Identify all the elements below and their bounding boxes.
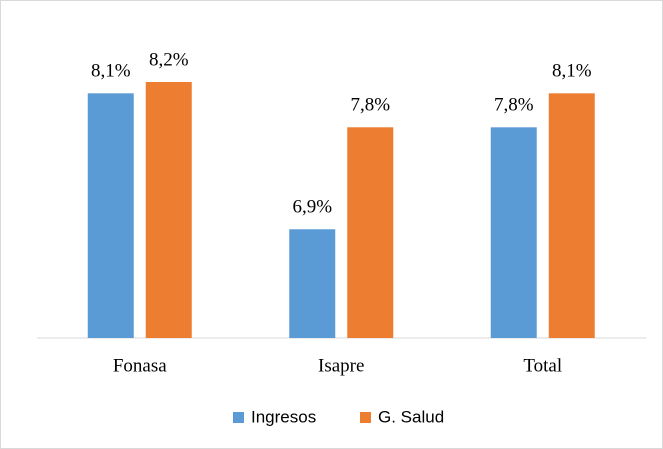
bar: [145, 81, 192, 338]
data-label: 8,1%: [552, 61, 592, 82]
x-tick-label: Fonasa: [113, 355, 167, 376]
bar: [490, 127, 537, 338]
legend-swatch: [233, 412, 244, 423]
bar: [289, 229, 336, 338]
data-label: 8,2%: [149, 49, 189, 70]
legend-swatch: [360, 412, 371, 423]
data-label: 7,8%: [350, 95, 390, 116]
data-label: 7,8%: [494, 95, 534, 116]
legend-label: G. Salud: [378, 407, 444, 426]
data-label: 8,1%: [91, 61, 131, 82]
x-tick-label: Isapre: [318, 355, 364, 376]
data-label: 6,9%: [292, 197, 332, 218]
x-tick-label: Total: [523, 355, 562, 376]
bar: [548, 93, 595, 338]
legend-label: Ingresos: [251, 407, 316, 426]
bar: [87, 93, 134, 338]
bar: [347, 127, 394, 338]
